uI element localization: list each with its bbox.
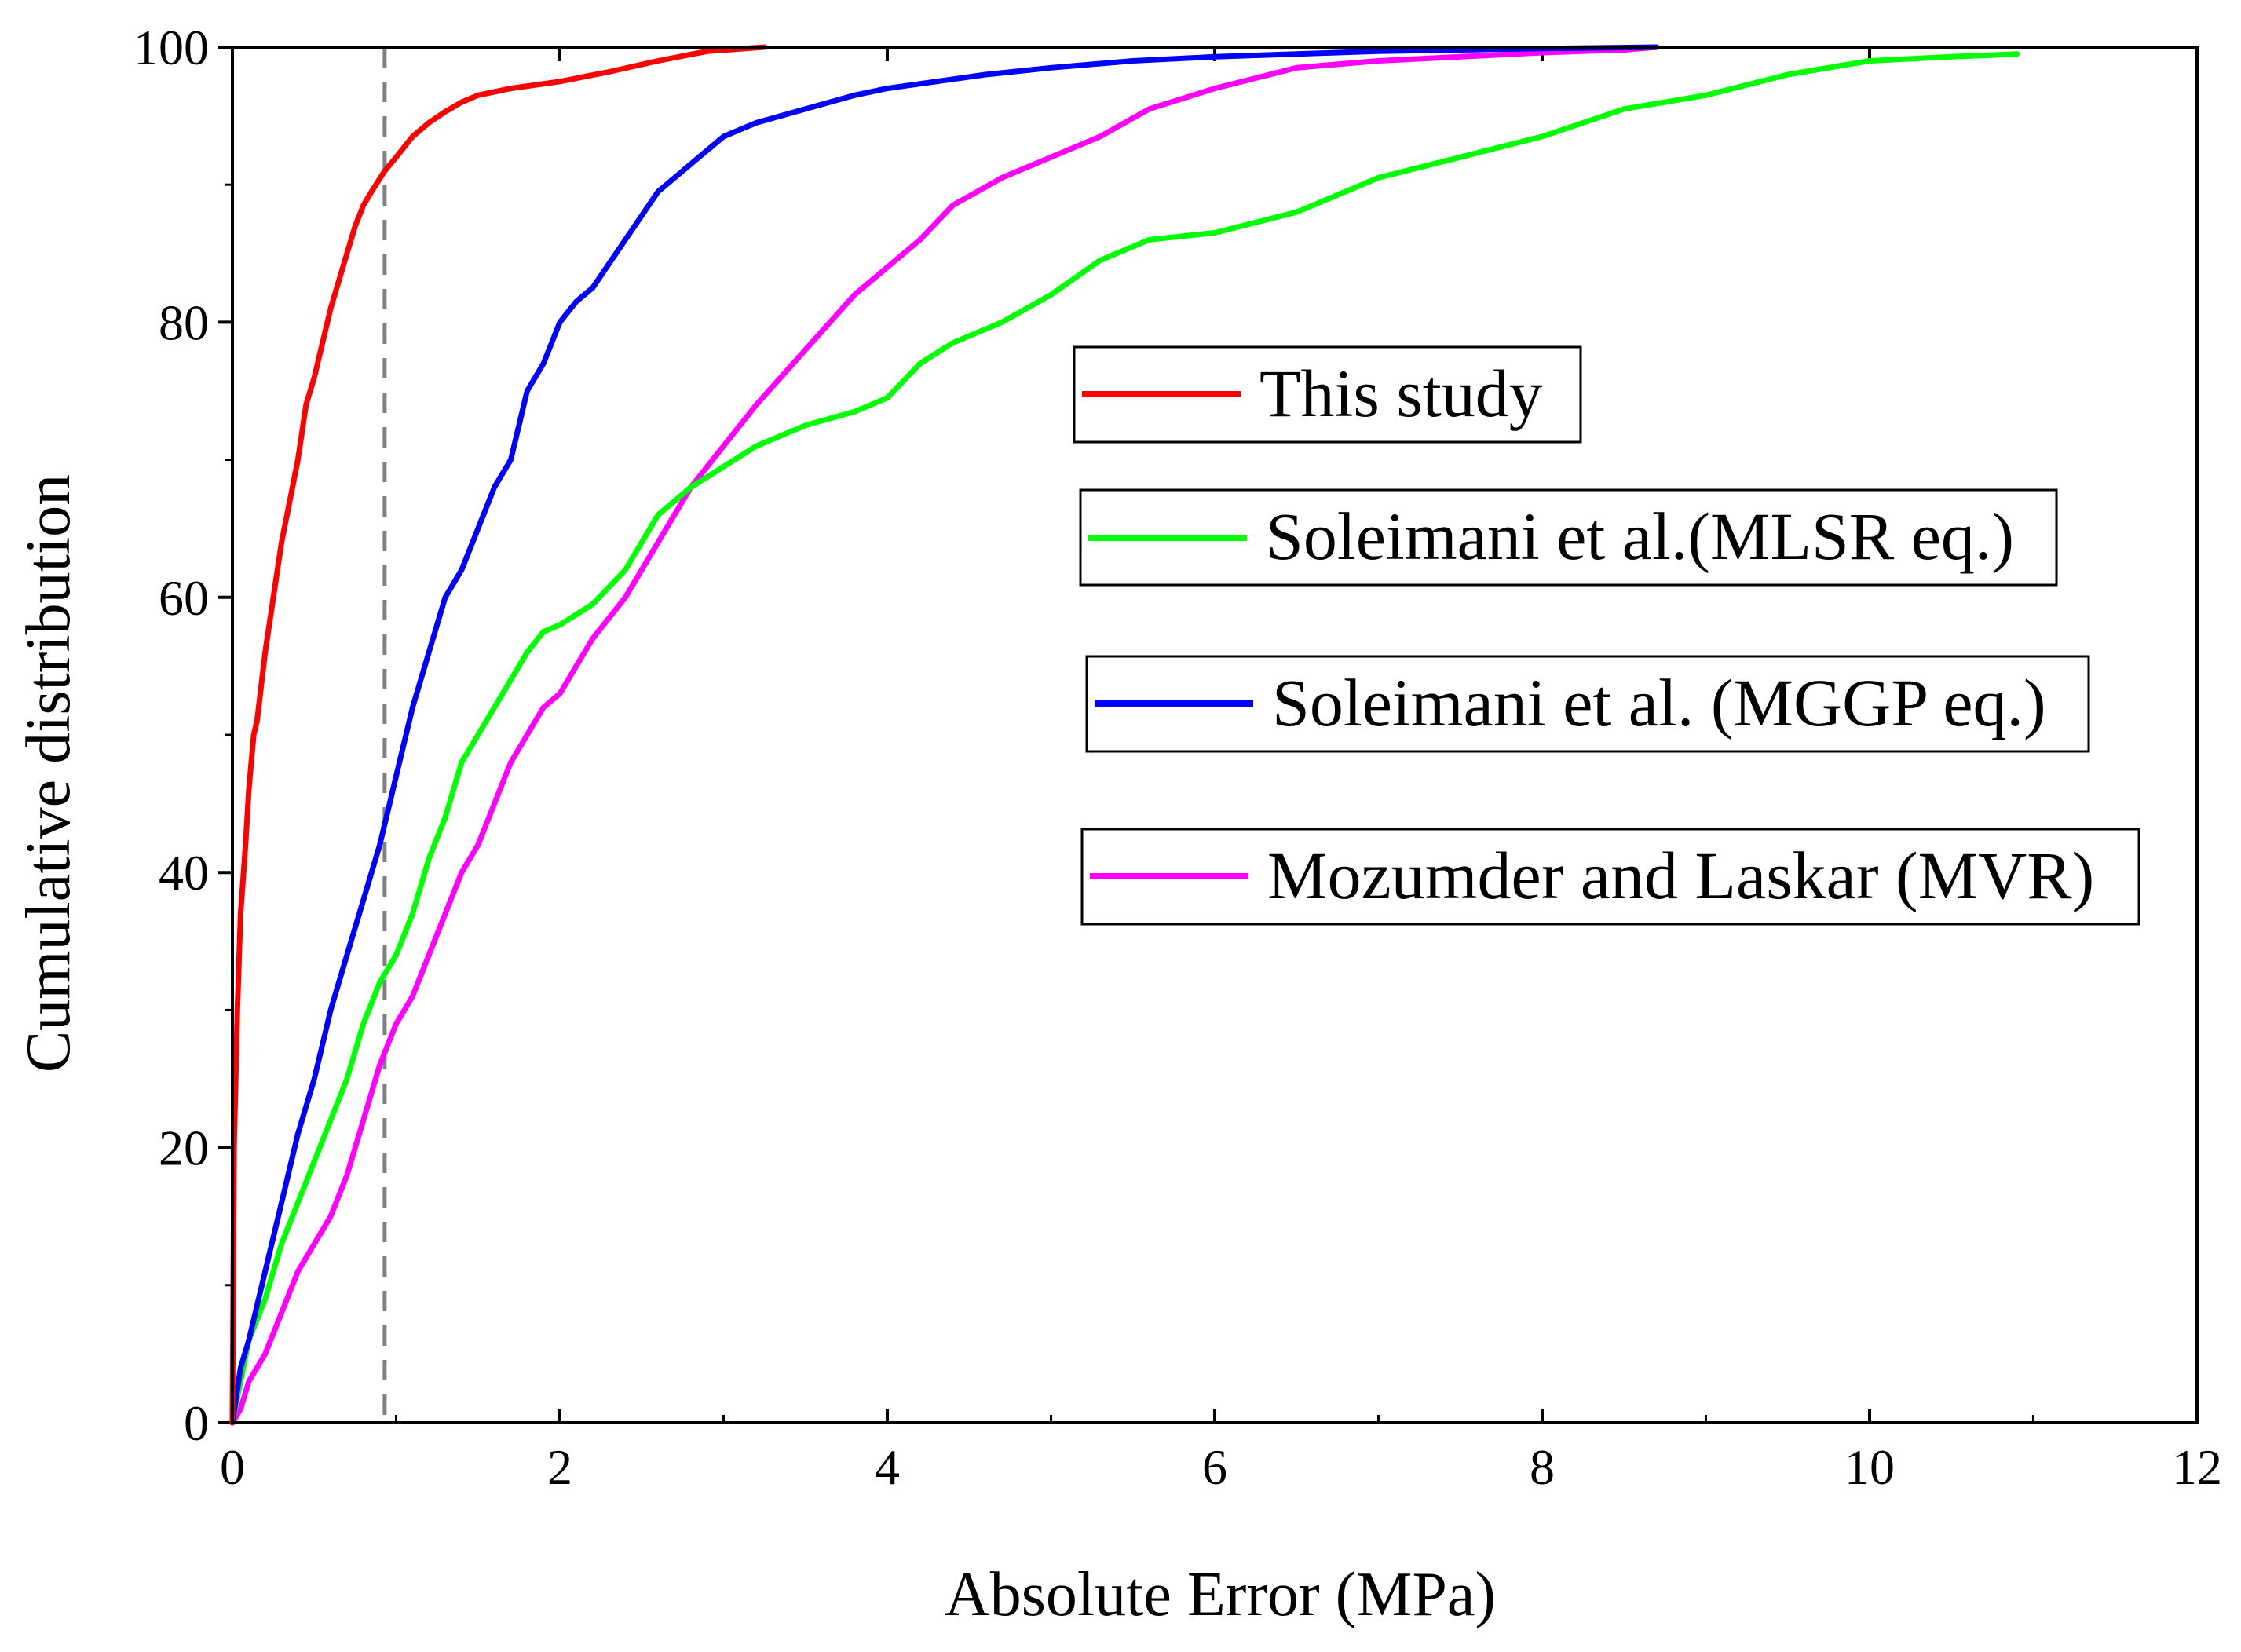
legend-label-mlsr: Soleimani et al.(MLSR eq.) xyxy=(1266,499,2014,574)
legend-box xyxy=(1080,828,2140,926)
legend-box xyxy=(1085,655,2090,753)
axis-ticks: 0 2 4 6 8 10 12 0 20 40 60 80 100 xyxy=(133,20,2222,1495)
x-tick-label: 8 xyxy=(1530,1439,1555,1495)
x-tick-label: 0 xyxy=(220,1439,245,1495)
plot-frame xyxy=(231,46,2199,1424)
legend-label-mvr: Mozumder and Laskar (MVR) xyxy=(1267,838,2094,913)
series-layer xyxy=(229,44,2020,1426)
x-tick-label: 2 xyxy=(547,1439,572,1495)
legend: This study Soleimani et al.(MLSR eq.) So… xyxy=(1073,345,2140,926)
x-tick-label: 4 xyxy=(875,1439,900,1495)
legend-item-this-study: This study xyxy=(1073,345,1582,444)
series-line-soleimani-et-al-mggp-eq xyxy=(229,44,1660,1426)
y-tick-label: 60 xyxy=(159,570,209,626)
x-axis-title: Absolute Error (MPa) xyxy=(945,1560,1496,1629)
y-axis-title: Cumulative distribution xyxy=(14,474,83,1073)
y-tick-label: 100 xyxy=(133,20,209,75)
legend-label-mggp: Soleimani et al. (MGGP eq.) xyxy=(1272,665,2046,740)
legend-label-this-study: This study xyxy=(1259,356,1543,431)
legend-item-mvr: Mozumder and Laskar (MVR) xyxy=(1080,828,2140,926)
series-line-soleimani-et-al-mlsr-eq xyxy=(229,51,2020,1426)
series-line-this-study xyxy=(229,44,768,1426)
y-tick-label: 0 xyxy=(184,1395,209,1451)
x-tick-label: 10 xyxy=(1844,1439,1895,1495)
y-tick-label: 20 xyxy=(159,1120,209,1176)
legend-item-mlsr: Soleimani et al.(MLSR eq.) xyxy=(1079,488,2058,587)
x-tick-label: 12 xyxy=(2172,1439,2222,1495)
y-tick-label: 40 xyxy=(159,845,209,901)
legend-item-mggp: Soleimani et al. (MGGP eq.) xyxy=(1085,655,2090,753)
series-line-mozumder-and-laskar-mvr xyxy=(229,44,1660,1426)
y-tick-label: 80 xyxy=(159,294,209,350)
x-tick-label: 6 xyxy=(1202,1439,1227,1495)
